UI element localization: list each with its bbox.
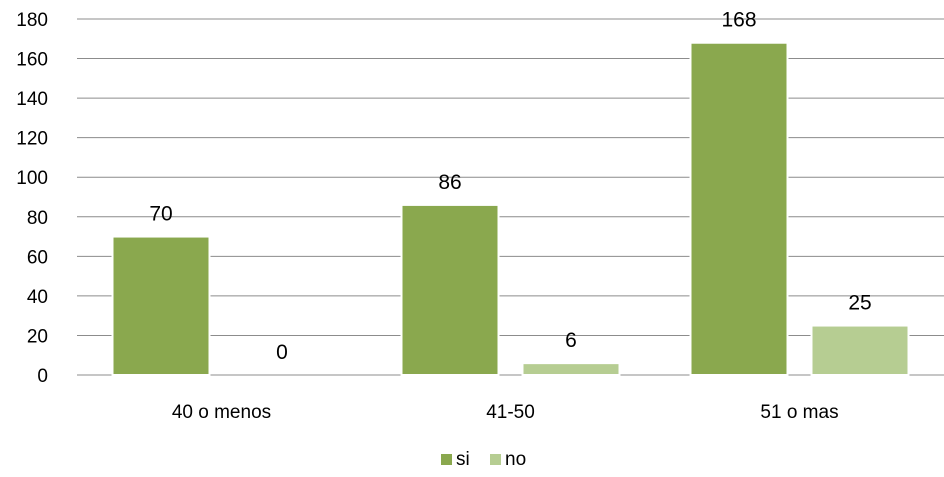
data-label-si-2: 168 <box>721 9 756 32</box>
data-labels: 70 0 86 6 168 25 <box>149 9 871 364</box>
y-tick-label: 60 <box>27 247 48 268</box>
legend-swatch-no <box>490 454 501 465</box>
bar-si-0 <box>111 235 211 376</box>
data-label-no-2: 25 <box>848 292 871 315</box>
bars <box>111 41 910 376</box>
y-tick-label: 160 <box>16 50 48 71</box>
legend-label-si: si <box>456 449 470 470</box>
bar-si-1 <box>400 203 500 376</box>
y-tick-label: 40 <box>27 287 48 308</box>
gridlines <box>77 18 944 376</box>
y-tick-label: 180 <box>16 10 48 31</box>
data-label-no-0: 0 <box>276 341 288 364</box>
legend: si no <box>441 449 526 470</box>
y-tick-label: 140 <box>16 89 48 110</box>
y-tick-label: 80 <box>27 208 48 229</box>
data-label-si-0: 70 <box>149 203 172 226</box>
data-label-no-1: 6 <box>565 329 577 352</box>
y-axis-ticks: 0 20 40 60 80 100 120 140 160 180 <box>16 10 48 387</box>
x-axis-labels: 40 o menos 41-50 51 o mas <box>172 402 839 423</box>
x-category-label: 41-50 <box>486 402 535 423</box>
bar-no-2 <box>810 324 910 376</box>
data-label-si-1: 86 <box>438 171 461 194</box>
legend-swatch-si <box>441 454 452 465</box>
bar-no-1 <box>521 362 621 376</box>
y-tick-label: 20 <box>27 326 48 347</box>
x-category-label: 40 o menos <box>172 402 271 423</box>
x-category-label: 51 o mas <box>760 402 838 423</box>
bar-si-2 <box>689 41 789 376</box>
y-tick-label: 120 <box>16 129 48 150</box>
y-tick-label: 100 <box>16 168 48 189</box>
y-tick-label: 0 <box>37 366 48 387</box>
legend-label-no: no <box>505 449 526 470</box>
